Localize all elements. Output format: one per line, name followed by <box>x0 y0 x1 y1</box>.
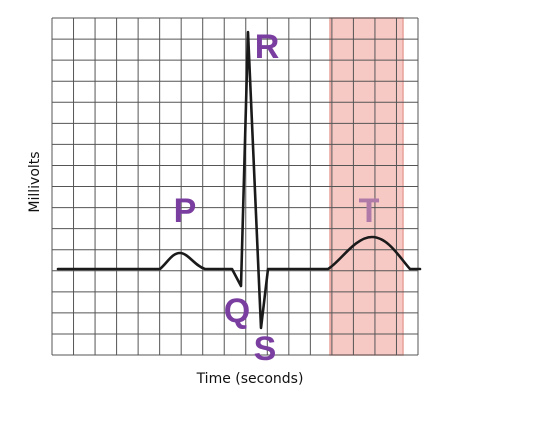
t-wave-label: T <box>359 192 380 230</box>
q-wave-label: Q <box>224 292 250 330</box>
s-wave-label: S <box>254 330 277 368</box>
p-wave-label: P <box>174 192 197 230</box>
x-axis-label: Time (seconds) <box>196 371 304 387</box>
y-axis-label: Millivolts <box>27 151 43 212</box>
r-wave-label: R <box>255 28 280 66</box>
ecg-trace <box>56 30 422 330</box>
